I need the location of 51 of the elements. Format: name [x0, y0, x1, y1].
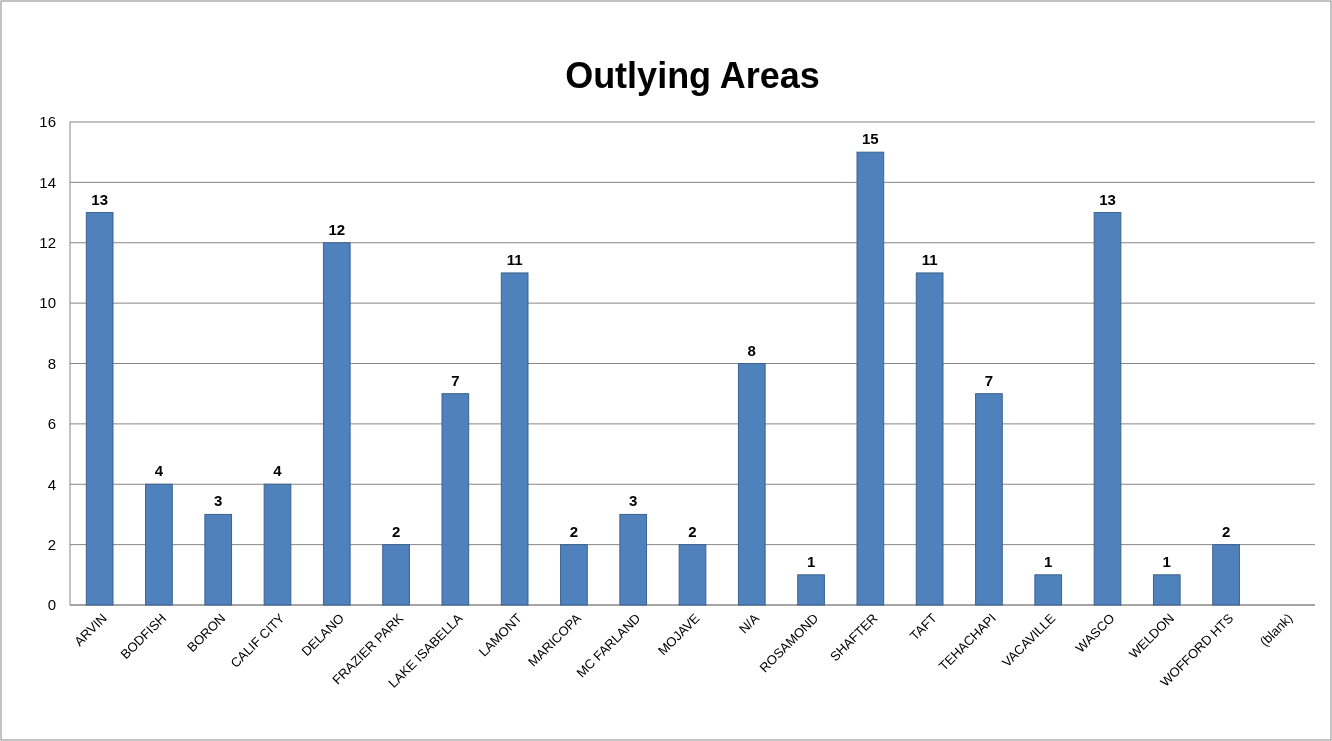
data-label: 13 — [91, 190, 108, 208]
data-label: 11 — [506, 250, 523, 268]
bar — [204, 513, 233, 606]
chart-title: Outlying Areas — [565, 55, 820, 96]
data-label: 7 — [984, 371, 994, 389]
bar — [1034, 574, 1063, 606]
data-label: 4 — [273, 462, 283, 480]
y-tick-label: 4 — [47, 475, 56, 493]
y-tick-label: 8 — [47, 354, 56, 372]
data-label: 2 — [1221, 522, 1231, 540]
data-label: 8 — [747, 341, 756, 359]
bar — [560, 544, 588, 606]
data-label: 12 — [328, 220, 346, 238]
y-tick-label: 10 — [39, 294, 56, 312]
data-label: 4 — [154, 462, 164, 480]
y-tick-label: 0 — [47, 596, 56, 614]
bar — [975, 393, 1003, 606]
bar — [1093, 212, 1122, 606]
bar — [619, 513, 648, 606]
bar — [1212, 544, 1240, 606]
data-label: 1 — [806, 552, 816, 570]
y-tick-label: 2 — [47, 535, 56, 553]
bar — [263, 483, 292, 606]
bar — [1152, 574, 1181, 606]
data-label: 15 — [862, 130, 879, 148]
data-label: 11 — [921, 250, 938, 268]
bar — [797, 574, 825, 606]
bar — [382, 544, 410, 606]
data-label: 2 — [569, 522, 579, 540]
y-tick-label: 12 — [39, 234, 56, 251]
y-tick-label: 16 — [39, 113, 56, 131]
bar — [678, 544, 707, 606]
bar — [85, 212, 114, 606]
data-label: 2 — [391, 522, 401, 540]
data-label: 13 — [1099, 190, 1116, 208]
bar — [737, 363, 766, 606]
bar — [441, 393, 470, 606]
data-label: 1 — [1044, 552, 1053, 570]
x-tick-label: N/A — [735, 610, 763, 637]
bar — [500, 272, 529, 606]
data-label: 1 — [1162, 552, 1171, 570]
data-label: 7 — [451, 371, 460, 389]
y-tick-label: 6 — [47, 415, 56, 433]
bar — [145, 483, 173, 606]
bar — [322, 242, 351, 606]
bar — [856, 151, 885, 606]
y-tick-label: 14 — [39, 173, 56, 191]
bar — [915, 272, 944, 606]
data-label: 3 — [629, 492, 638, 510]
data-label: 3 — [214, 492, 223, 510]
data-label: 2 — [688, 522, 697, 540]
